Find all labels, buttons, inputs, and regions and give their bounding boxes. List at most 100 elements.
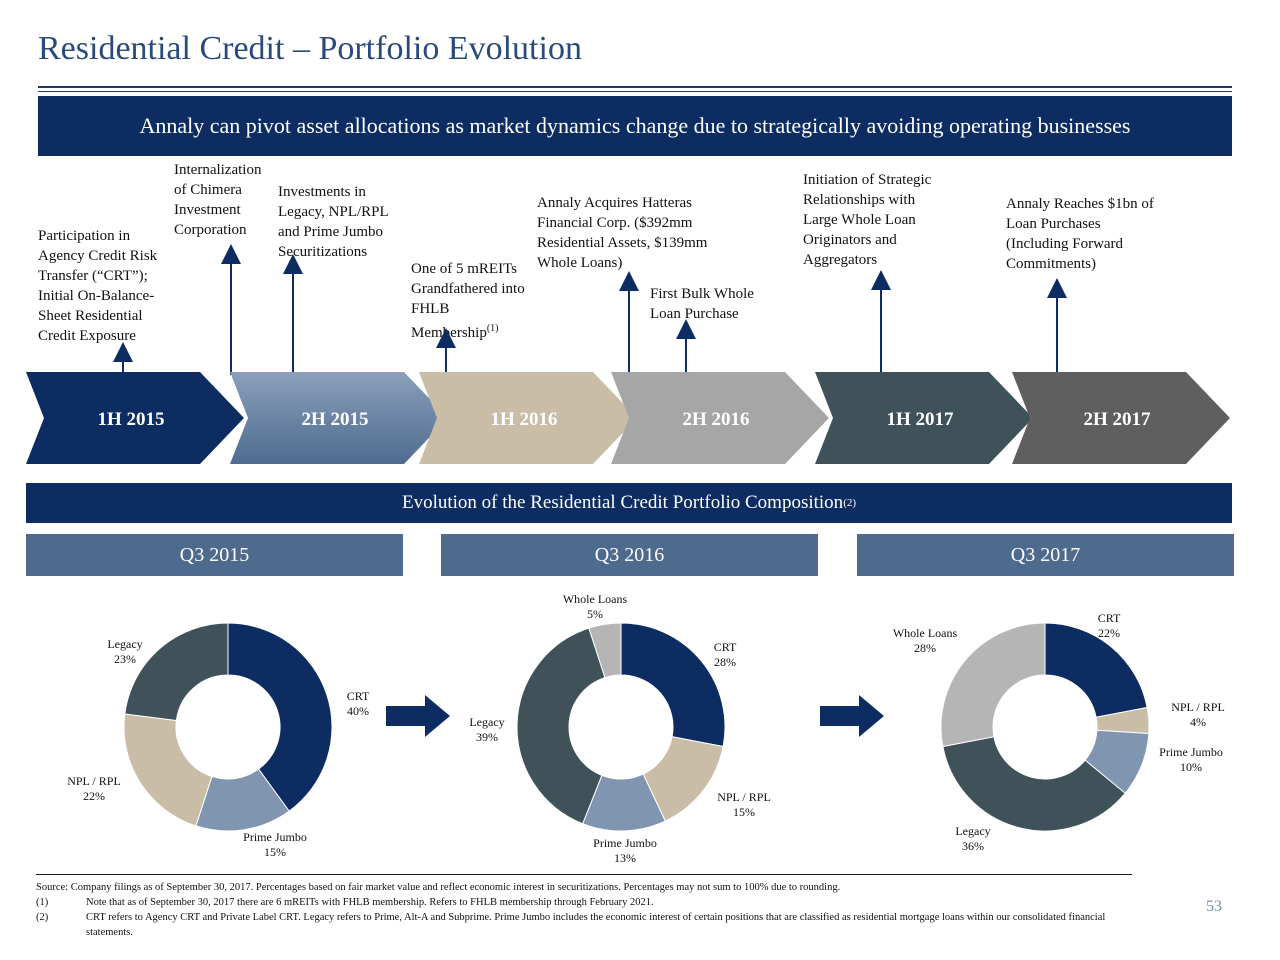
donut-charts — [123, 622, 1150, 832]
label-value: 15% — [264, 845, 286, 859]
footnote-1: (1) Note that as of September 30, 2017 t… — [36, 895, 1206, 910]
summary-banner: Annaly can pivot asset allocations as ma… — [38, 96, 1232, 156]
label-value: 15% — [733, 805, 755, 819]
donut-slice-npl-rpl — [123, 713, 213, 827]
annotation-fhlb: One of 5 mREITs Grandfathered into FHLB … — [411, 259, 525, 343]
donut-slice-crt — [1044, 622, 1148, 718]
label-q3-2017-crt: CRT 22% — [1086, 611, 1132, 641]
page-number: 53 — [1206, 898, 1222, 915]
timeline: 1H 2015 2H 2015 1H 2016 2H 2016 1H 2017 2H 20… — [26, 372, 1230, 464]
timeline-chevron-2h-2017 — [1012, 372, 1230, 464]
label-value: 4% — [1190, 715, 1206, 729]
label-q3-2015-legacy: Legacy 23% — [100, 637, 150, 667]
timeline-chevron-2h-2016 — [611, 372, 829, 464]
timeline-label: 1H 2016 — [490, 409, 557, 430]
label-value: 28% — [914, 641, 936, 655]
label-q3-2016-crt: CRT 28% — [700, 640, 750, 670]
section-title: Evolution of the Residential Credit Port… — [26, 483, 1232, 523]
timeline-label: 2H 2015 — [301, 409, 368, 430]
label-q3-2016-legacy: Legacy 39% — [462, 715, 512, 745]
label-value: 23% — [114, 652, 136, 666]
title-rule-thin — [38, 91, 1232, 92]
donut-slice-legacy — [942, 736, 1126, 832]
label-value: 10% — [1180, 760, 1202, 774]
timeline-chevron-1h-2016 — [419, 372, 637, 464]
donut-slice-crt — [227, 622, 333, 812]
label-name: Legacy — [955, 824, 991, 838]
label-value: 13% — [614, 851, 636, 865]
timeline-chevron-2h-2015 — [230, 372, 448, 464]
annotation-fhlb-text: One of 5 mREITs Grandfathered into FHLB … — [411, 261, 525, 341]
annotation-bulk-whole-loan: First Bulk Whole Loan Purchase — [650, 286, 754, 322]
label-name: Legacy — [107, 637, 143, 651]
annotation-arrows — [113, 244, 1067, 375]
label-name: Whole Loans — [562, 592, 628, 606]
timeline-label: 1H 2017 — [886, 409, 954, 430]
label-name: Prime Jumbo — [243, 830, 307, 844]
label-value: 28% — [714, 655, 736, 669]
timeline-label: 1H 2015 — [97, 409, 164, 430]
page-title: Residential Credit – Portfolio Evolution — [38, 30, 582, 67]
timeline-chevron-1h-2017 — [815, 372, 1033, 464]
label-value: 22% — [1098, 626, 1120, 640]
label-value: 36% — [962, 839, 984, 853]
title-rule — [38, 86, 1232, 88]
source-note: Source: Company filings as of September … — [36, 882, 841, 893]
annotation-securitizations: Investments in Legacy, NPL/RPL and Prime… — [278, 184, 389, 260]
annotation-fhlb-footnote: (1) — [486, 323, 499, 334]
timeline-label: 2H 2016 — [682, 409, 749, 430]
period-header-q3-2016: Q3 2016 — [441, 534, 818, 576]
label-name: Whole Loans — [892, 626, 958, 640]
label-q3-2016-npl: NPL / RPL 15% — [704, 790, 784, 820]
label-value: 40% — [347, 704, 369, 718]
label-name: CRT — [713, 640, 737, 654]
donut-slice-whole-loans — [940, 622, 1046, 748]
label-value: 39% — [476, 730, 498, 744]
label-q3-2016-prime-jumbo: Prime Jumbo 13% — [580, 836, 670, 866]
label-q3-2016-whole-loans: Whole Loans 5% — [550, 592, 640, 622]
label-q3-2015-prime-jumbo: Prime Jumbo 15% — [230, 830, 320, 860]
donut-slice-legacy — [124, 622, 229, 722]
label-q3-2015-crt: CRT 40% — [338, 689, 378, 719]
label-name: CRT — [1097, 611, 1121, 625]
label-value: 5% — [587, 607, 603, 621]
label-q3-2017-prime-jumbo: Prime Jumbo 10% — [1146, 745, 1236, 775]
footnote-2-num: (2) — [36, 912, 49, 923]
label-value: 22% — [83, 789, 105, 803]
annotation-strategic-relationships: Initiation of Strategic Relationships wi… — [803, 172, 932, 268]
footer-rule — [36, 874, 1132, 875]
annotation-1bn-purchases: Annaly Reaches $1bn of Loan Purchases (I… — [1006, 196, 1154, 272]
annotation-hatteras: Annaly Acquires Hatteras Financial Corp.… — [537, 195, 708, 271]
label-name: NPL / RPL — [717, 790, 771, 804]
donut-q3-2015 — [123, 622, 333, 832]
label-name: Prime Jumbo — [593, 836, 657, 850]
period-header-q3-2017: Q3 2017 — [857, 534, 1234, 576]
footnote-2-text: CRT refers to Agency CRT and Private Lab… — [86, 912, 1106, 938]
label-q3-2017-npl: NPL / RPL 4% — [1160, 700, 1236, 730]
donut-q3-2017 — [940, 622, 1150, 832]
label-q3-2017-whole-loans: Whole Loans 28% — [880, 626, 970, 656]
label-name: Legacy — [469, 715, 505, 729]
timeline-chevron-1h-2015 — [26, 372, 244, 464]
annotation-chimera: Internalization of Chimera Investment Co… — [174, 162, 262, 238]
donut-slice-crt — [620, 622, 726, 748]
footnote-1-text: Note that as of September 30, 2017 there… — [86, 897, 654, 908]
annotation-1h2015: Participation in Agency Credit Risk Tran… — [38, 228, 158, 344]
label-name: NPL / RPL — [1171, 700, 1225, 714]
label-name: Prime Jumbo — [1159, 745, 1223, 759]
footnote-1-num: (1) — [36, 897, 49, 908]
label-q3-2017-legacy: Legacy 36% — [948, 824, 998, 854]
label-name: CRT — [346, 689, 370, 703]
section-title-footnote: (2) — [843, 497, 857, 509]
arrow-right-icon — [820, 695, 884, 737]
timeline-label: 2H 2017 — [1083, 409, 1151, 430]
donut-slice-whole-loans — [588, 622, 622, 679]
footnotes: Source: Company filings as of September … — [36, 880, 1206, 940]
donut-slice-legacy — [516, 627, 606, 825]
arrow-right-icon — [386, 695, 450, 737]
section-title-text: Evolution of the Residential Credit Port… — [401, 492, 844, 513]
label-q3-2015-npl: NPL / RPL 22% — [54, 774, 134, 804]
donut-q3-2016 — [516, 622, 726, 832]
footnote-2: (2) CRT refers to Agency CRT and Private… — [36, 910, 1206, 940]
period-header-q3-2015: Q3 2015 — [26, 534, 403, 576]
